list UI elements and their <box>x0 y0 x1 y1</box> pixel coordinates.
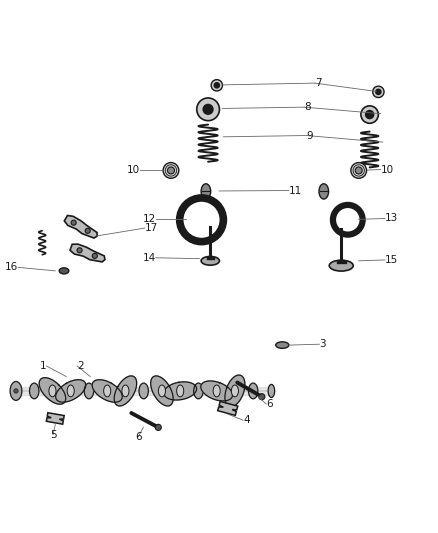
Text: 10: 10 <box>381 165 394 175</box>
Circle shape <box>203 104 213 114</box>
Ellipse shape <box>194 383 203 399</box>
Circle shape <box>361 106 378 123</box>
Text: 11: 11 <box>289 185 302 196</box>
Ellipse shape <box>122 385 129 397</box>
Ellipse shape <box>268 384 275 398</box>
Circle shape <box>355 167 362 174</box>
Text: 8: 8 <box>304 102 311 112</box>
Polygon shape <box>92 379 122 402</box>
Text: 9: 9 <box>306 131 313 141</box>
Polygon shape <box>201 381 233 401</box>
Circle shape <box>259 394 265 400</box>
Ellipse shape <box>104 385 111 397</box>
Circle shape <box>85 228 90 233</box>
Ellipse shape <box>248 383 258 399</box>
Polygon shape <box>39 378 66 404</box>
Circle shape <box>376 89 381 94</box>
Text: 17: 17 <box>145 223 158 233</box>
Text: 10: 10 <box>127 165 140 175</box>
Circle shape <box>351 163 367 179</box>
Polygon shape <box>225 375 245 407</box>
Ellipse shape <box>59 268 69 274</box>
Text: 5: 5 <box>50 430 57 440</box>
Circle shape <box>197 98 219 120</box>
Text: 1: 1 <box>40 361 46 371</box>
Text: 3: 3 <box>319 339 326 349</box>
Circle shape <box>155 424 161 431</box>
Ellipse shape <box>231 385 238 397</box>
Polygon shape <box>64 215 97 238</box>
Circle shape <box>14 389 18 393</box>
Text: 4: 4 <box>243 415 250 425</box>
Text: 2: 2 <box>77 361 84 371</box>
Circle shape <box>167 167 174 174</box>
Ellipse shape <box>10 382 22 400</box>
Text: 16: 16 <box>5 262 18 272</box>
Circle shape <box>92 253 97 259</box>
Ellipse shape <box>276 342 289 349</box>
Ellipse shape <box>139 383 148 399</box>
Polygon shape <box>70 244 105 262</box>
Ellipse shape <box>213 385 220 397</box>
Ellipse shape <box>67 385 74 397</box>
Circle shape <box>211 79 223 91</box>
Text: 7: 7 <box>315 78 321 88</box>
Polygon shape <box>56 379 86 402</box>
Ellipse shape <box>329 260 353 271</box>
Polygon shape <box>164 382 197 400</box>
Text: 13: 13 <box>385 214 398 223</box>
Ellipse shape <box>29 383 39 399</box>
Ellipse shape <box>201 184 211 199</box>
Circle shape <box>214 83 219 88</box>
Ellipse shape <box>177 385 184 397</box>
Ellipse shape <box>319 184 328 199</box>
Circle shape <box>163 163 179 179</box>
Circle shape <box>77 248 82 253</box>
Ellipse shape <box>159 385 166 397</box>
Polygon shape <box>114 376 137 406</box>
Polygon shape <box>151 376 173 406</box>
Polygon shape <box>46 413 64 424</box>
Text: 15: 15 <box>385 255 398 265</box>
Ellipse shape <box>84 383 94 399</box>
Polygon shape <box>218 401 238 415</box>
Ellipse shape <box>49 385 56 397</box>
Text: 6: 6 <box>135 432 141 442</box>
Circle shape <box>71 220 76 225</box>
Ellipse shape <box>201 256 219 265</box>
Text: 6: 6 <box>266 399 273 409</box>
Circle shape <box>366 111 374 118</box>
Circle shape <box>373 86 384 98</box>
Text: 14: 14 <box>142 253 155 263</box>
Text: 12: 12 <box>142 214 155 224</box>
